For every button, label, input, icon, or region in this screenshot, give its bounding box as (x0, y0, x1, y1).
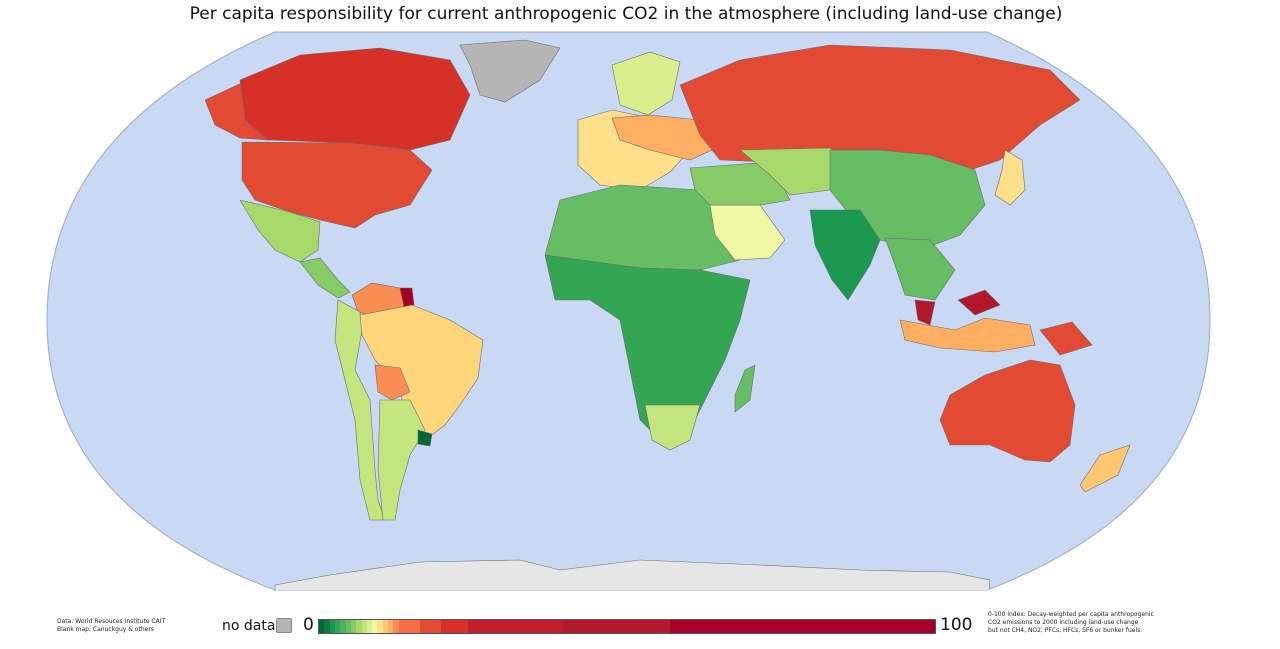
region-usa (241, 141, 433, 229)
color-scale-segment (319, 620, 325, 633)
no-data-swatch (276, 618, 292, 633)
region-uruguay (417, 429, 433, 447)
color-scale-segment (419, 620, 442, 633)
region-greenland (459, 39, 561, 103)
color-scale-bar (318, 619, 936, 634)
region-scandinavia (611, 51, 681, 116)
color-scale-segment (398, 620, 420, 633)
color-scale-segment (563, 620, 670, 633)
color-scale-segment (329, 620, 335, 633)
color-scale-segment (441, 620, 468, 633)
color-scale-segment (340, 620, 346, 633)
color-scale-segment (366, 620, 373, 633)
region-southeast-asia (884, 237, 956, 301)
color-scale-segment (345, 620, 351, 633)
region-mexico (239, 199, 321, 263)
region-southern-africa (644, 404, 701, 451)
region-central-america (299, 257, 351, 299)
region-canada (239, 47, 471, 151)
data-credits: Data: World Resouces Institute CAIT Blan… (57, 618, 165, 634)
region-malaysia (914, 289, 1001, 326)
color-scale-segment (334, 620, 341, 633)
color-scale-segment (324, 620, 330, 633)
color-scale-segment (372, 620, 378, 633)
color-scale-segment (669, 620, 936, 633)
credit-data-source: Data: World Resouces Institute CAIT (57, 618, 166, 625)
region-europe-east (611, 114, 713, 161)
region-japan (994, 149, 1026, 206)
region-australia (939, 359, 1076, 463)
region-bolivia (374, 364, 411, 401)
index-note-line: but not CH4, NO2, PFCs, HFCs, SF6 or bun… (988, 627, 1143, 634)
region-russia (679, 44, 1081, 171)
region-brazil (359, 304, 484, 441)
color-scale-segment (393, 620, 399, 633)
color-scale-segment (350, 620, 357, 633)
map-title: Per capita responsibility for current an… (189, 4, 1063, 24)
color-scale-segment (382, 620, 389, 633)
color-scale-segment (377, 620, 383, 633)
index-note-line: 0-100 index: Decay-weighted per capita a… (988, 611, 1154, 618)
credit-blank-map: Blank map: Canuckguy & others (57, 626, 154, 633)
region-madagascar (734, 364, 756, 413)
scale-max-label: 100 (940, 615, 973, 635)
index-note: 0-100 index: Decay-weighted per capita a… (988, 611, 1188, 635)
scale-min-label: 0 (303, 615, 314, 635)
index-note-line: CO2 emissions to 2000 including land-use… (988, 619, 1139, 626)
region-india (809, 209, 881, 301)
region-indonesia (899, 317, 1036, 353)
region-south-america-west (334, 299, 386, 521)
color-scale-segment (388, 620, 394, 633)
color-scale-segment (361, 620, 367, 633)
color-scale-segment (356, 620, 362, 633)
antarctica (274, 559, 991, 590)
region-new-zealand (1079, 444, 1131, 493)
no-data-label: no data (222, 618, 276, 634)
region-argentina (377, 399, 426, 521)
region-papua-new-guinea (1039, 321, 1093, 356)
color-scale-segment (467, 620, 564, 633)
